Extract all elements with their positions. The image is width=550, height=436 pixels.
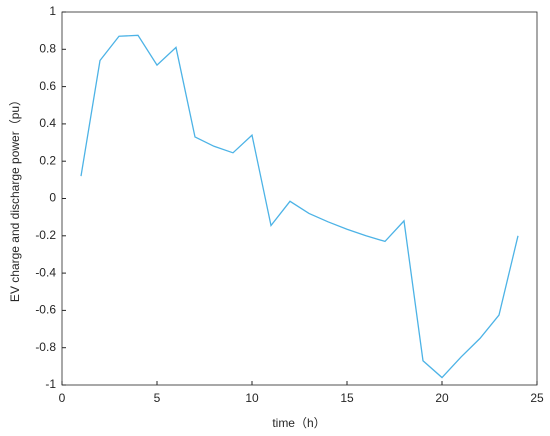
x-tick-label: 5 bbox=[154, 391, 161, 405]
y-tick-label: 0.4 bbox=[39, 116, 56, 130]
x-tick-label: 25 bbox=[530, 391, 544, 405]
x-axis-label: time（h） bbox=[272, 416, 325, 430]
x-tick-label: 20 bbox=[435, 391, 449, 405]
x-tick-label: 0 bbox=[59, 391, 66, 405]
y-tick-label: 0.8 bbox=[39, 41, 56, 55]
y-tick-label: -0.4 bbox=[35, 265, 56, 279]
data-line bbox=[80, 34, 519, 379]
x-tick-label: 10 bbox=[245, 391, 259, 405]
x-tick-label: 15 bbox=[340, 391, 354, 405]
y-tick-label: -0.2 bbox=[35, 228, 56, 242]
y-tick-label: -0.8 bbox=[35, 340, 56, 354]
y-tick-label: -0.6 bbox=[35, 303, 56, 317]
y-tick-label: -1 bbox=[45, 377, 56, 391]
plot-frame bbox=[61, 11, 538, 386]
y-axis-label: EV charge and discharge power（pu） bbox=[8, 94, 22, 302]
y-tick-label: 0.6 bbox=[39, 79, 56, 93]
y-tick-label: 0 bbox=[49, 191, 56, 205]
y-tick-label: 1 bbox=[49, 4, 56, 18]
y-tick-label: 0.2 bbox=[39, 153, 56, 167]
